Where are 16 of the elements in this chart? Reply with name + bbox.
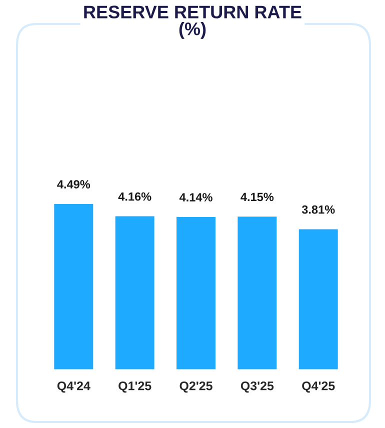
- x-tick-label: Q1'25: [118, 381, 152, 393]
- data-label: 4.49%: [57, 180, 90, 188]
- bar: [236, 215, 278, 370]
- x-tick-label: Q3'25: [240, 381, 274, 393]
- x-tick-label: Q2'25: [180, 381, 212, 393]
- bar: [297, 228, 340, 370]
- data-label: 4.15%: [240, 192, 274, 202]
- data-label: 4.16%: [118, 192, 152, 201]
- data-label: 4.14%: [179, 193, 212, 202]
- x-tick-label: Q4'25: [302, 381, 335, 393]
- bar: [52, 202, 95, 370]
- data-label: 3.81%: [302, 205, 335, 214]
- bar: [175, 216, 217, 370]
- bar: [114, 214, 156, 370]
- x-tick-label: Q4'24: [57, 381, 90, 393]
- chart-title: RESERVE RETURN RATE (%): [84, 6, 302, 39]
